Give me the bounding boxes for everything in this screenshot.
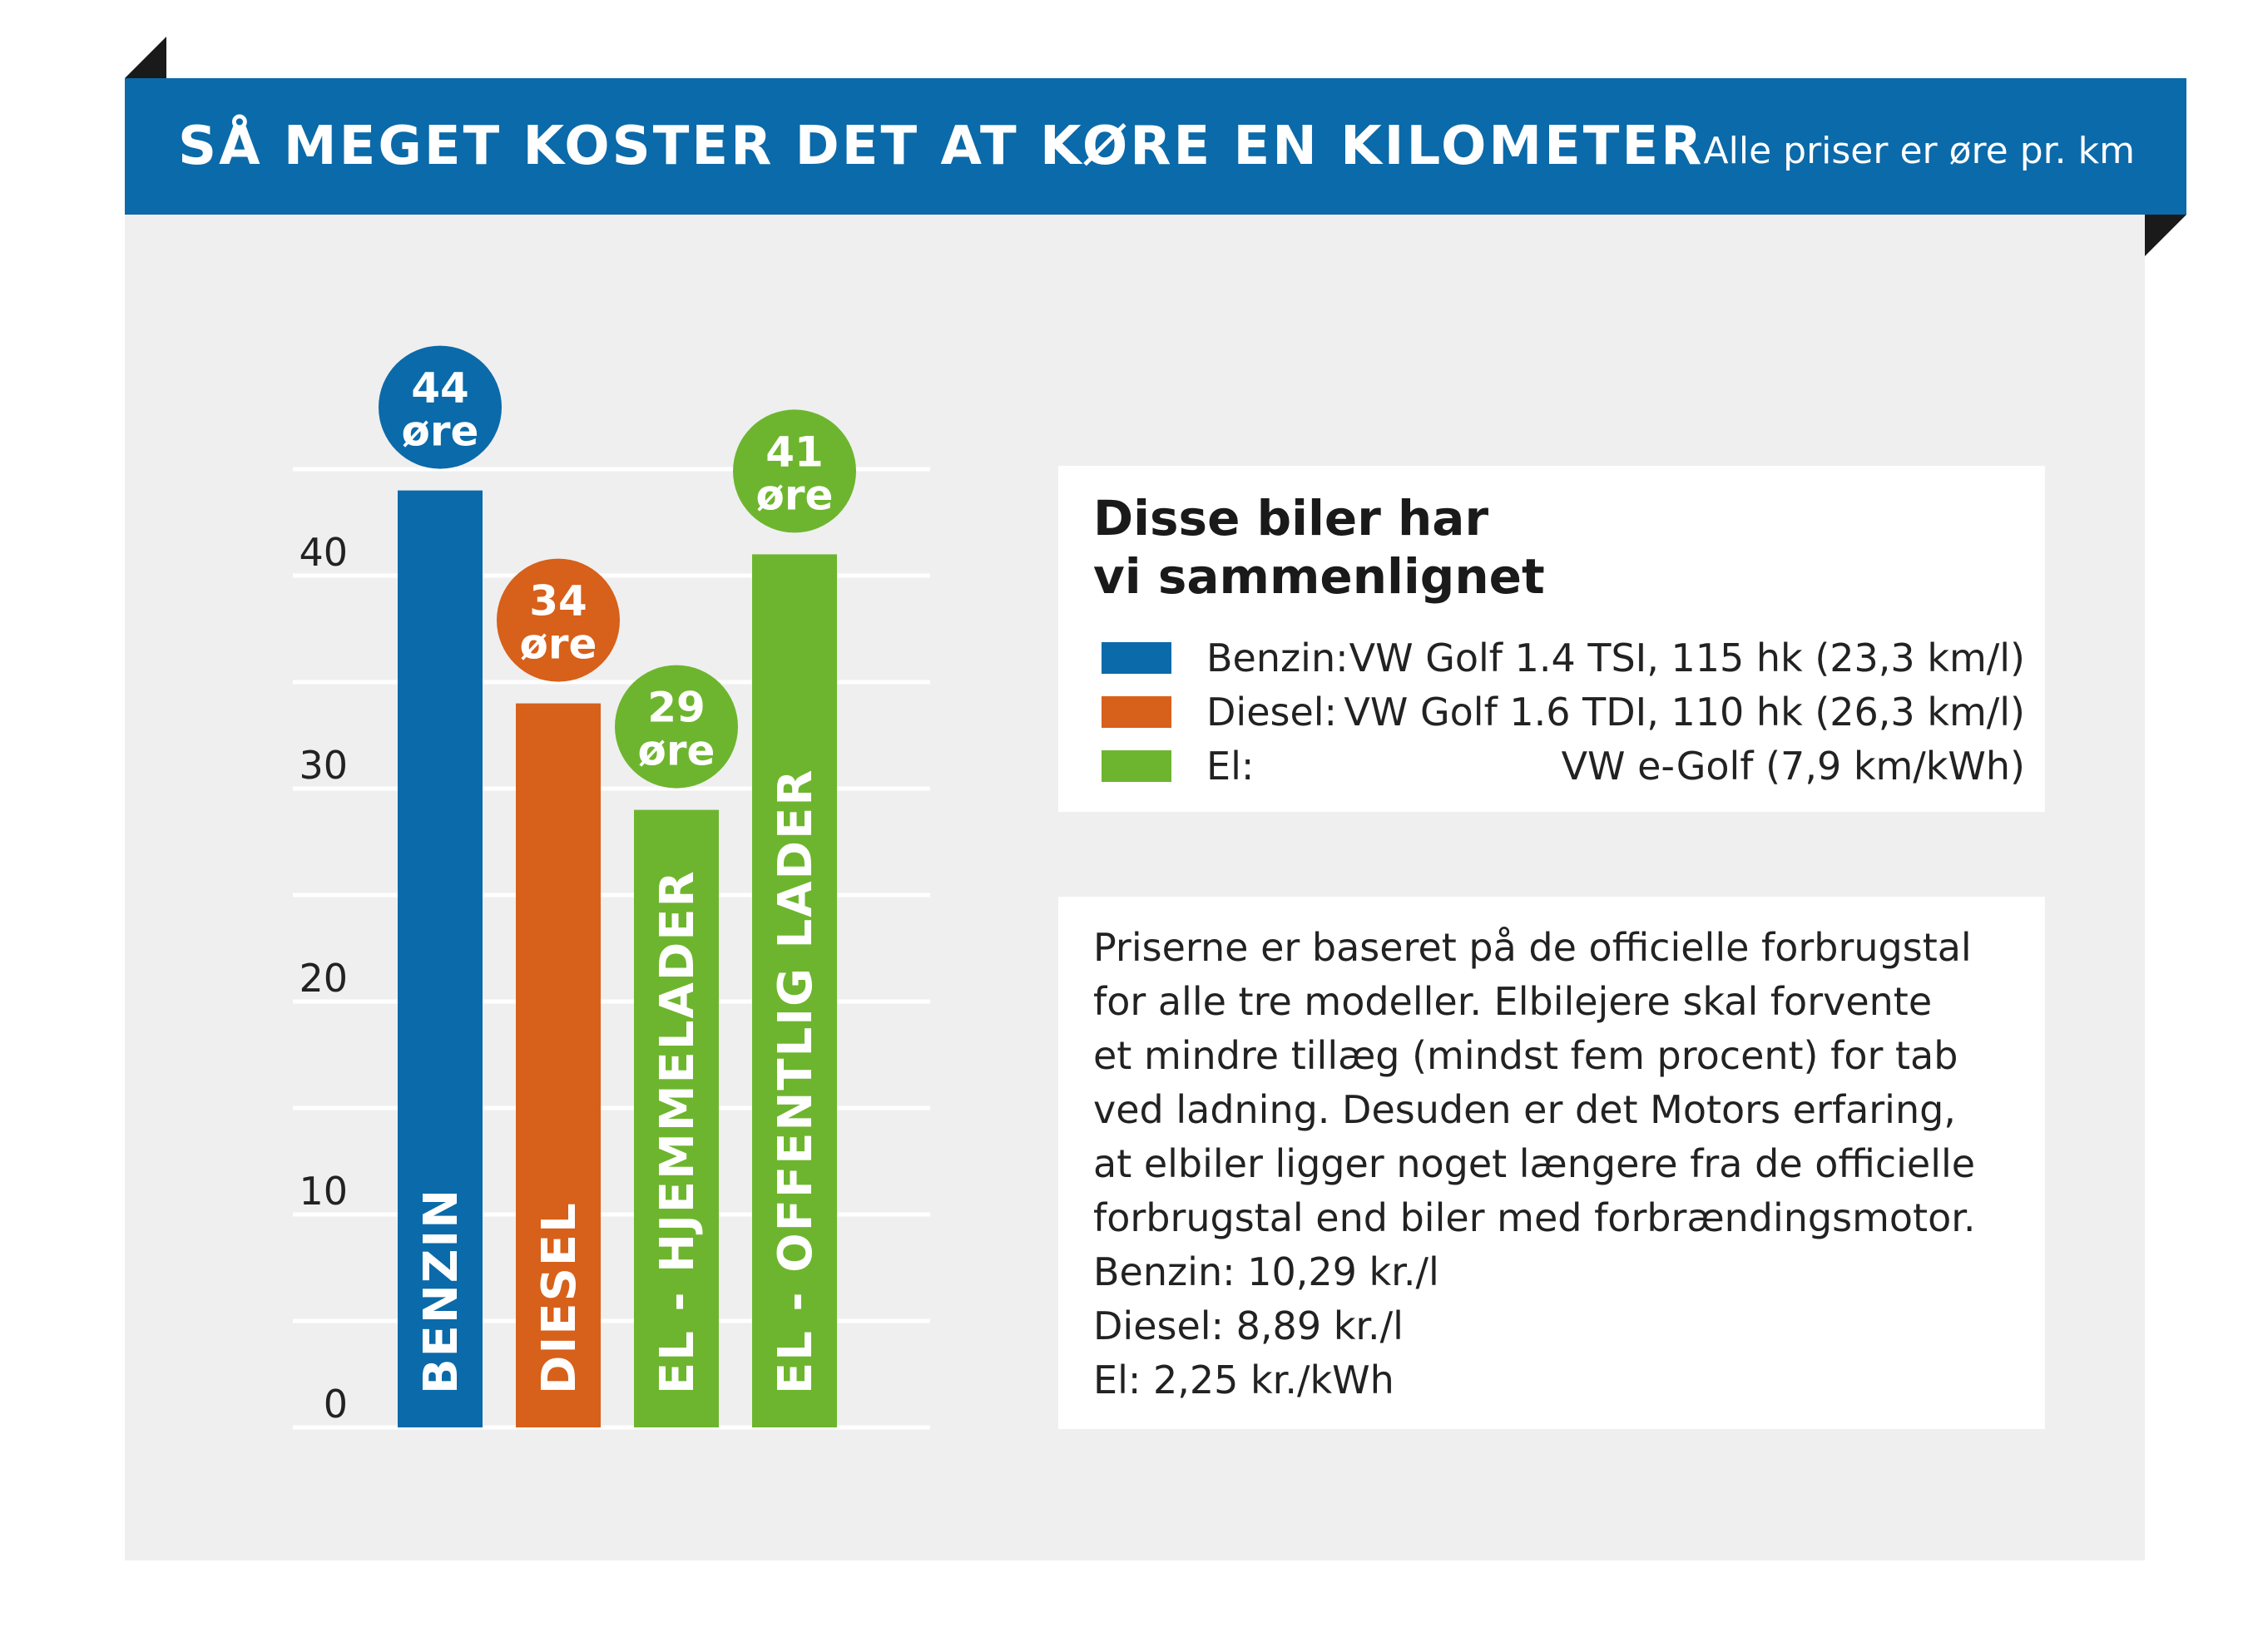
- legend-item-desc: VW Golf 1.6 TDI, 110 hk (26,3 km/l): [1344, 690, 2025, 734]
- bar-category-label: EL - HJEMMELADER: [651, 869, 705, 1394]
- legend-item-benzin: Benzin: VW Golf 1.4 TSI, 115 hk (23,3 km…: [1102, 632, 2025, 684]
- note-line: et mindre tillæg (mindst fem procent) fo…: [1093, 1033, 1958, 1078]
- legend-title: Disse biler har vi sammenlignet: [1093, 490, 1545, 605]
- title-banner: SÅ MEGET KOSTER DET AT KØRE EN KILOMETER…: [125, 78, 2186, 215]
- data-label-unit: øre: [520, 621, 597, 669]
- bar: [752, 554, 837, 1427]
- legend-item-desc: VW e-Golf (7,9 km/kWh): [1561, 744, 2025, 789]
- data-label-value: 34: [529, 577, 587, 626]
- legend-swatch-benzin: [1102, 642, 1171, 674]
- bar: [398, 490, 483, 1427]
- y-tick-label: 10: [299, 1169, 348, 1214]
- legend-item-name: Diesel:: [1206, 690, 1338, 734]
- value-bubble: [497, 558, 620, 682]
- y-tick-label: 40: [299, 530, 348, 575]
- legend-item-name: Benzin:: [1206, 636, 1349, 680]
- y-tick-label: 30: [299, 743, 348, 788]
- data-label-unit: øre: [638, 727, 715, 775]
- note-line: ved ladning. Desuden er det Motors erfar…: [1093, 1087, 1956, 1132]
- data-label-unit: øre: [402, 408, 479, 456]
- data-label-value: 29: [647, 684, 706, 732]
- legend-item-diesel: Diesel: VW Golf 1.6 TDI, 110 hk (26,3 km…: [1102, 686, 2025, 738]
- y-tick-label: 20: [299, 956, 348, 1001]
- note-line: Benzin: 10,29 kr./l: [1093, 1249, 1439, 1294]
- page-title: SÅ MEGET KOSTER DET AT KØRE EN KILOMETER: [178, 116, 1705, 177]
- bar: [634, 809, 719, 1427]
- value-bubble: [615, 665, 738, 789]
- note-line: Priserne er baseret på de officielle for…: [1093, 925, 1972, 970]
- methodology-note: Priserne er baseret på de officielle for…: [1058, 897, 2045, 1429]
- legend-swatch-diesel: [1102, 696, 1171, 728]
- note-line: El: 2,25 kr./kWh: [1093, 1358, 1394, 1402]
- bar-category-label: EL - OFFENTLIG LADER: [769, 769, 823, 1394]
- bar-category-label: DIESEL: [532, 1201, 587, 1394]
- y-tick-label: 0: [324, 1382, 348, 1427]
- note-line: forbrugstal end biler med forbrændingsmo…: [1093, 1195, 1976, 1240]
- legend-swatch-el: [1102, 750, 1171, 782]
- legend-box: Disse biler har vi sammenlignet Benzin: …: [1058, 466, 2045, 812]
- legend-item-desc: VW Golf 1.4 TSI, 115 hk (23,3 km/l): [1349, 636, 2025, 680]
- legend-item-name: El:: [1206, 744, 1255, 789]
- bar: [516, 703, 601, 1427]
- page-subtitle: Alle priser er øre pr. km: [1703, 130, 2135, 172]
- legend-item-el: El: VW e-Golf (7,9 km/kWh): [1102, 740, 2025, 792]
- data-label-value: 41: [765, 428, 824, 476]
- note-line: for alle tre modeller. Elbilejere skal f…: [1093, 979, 1933, 1024]
- note-line: Diesel: 8,89 kr./l: [1093, 1303, 1404, 1348]
- note-line: at elbiler ligger noget længere fra de o…: [1093, 1141, 1976, 1186]
- banner-fold-bottom: [2145, 215, 2186, 256]
- value-bubble: [379, 345, 502, 469]
- data-label-value: 44: [411, 364, 469, 413]
- value-bubble: [733, 409, 856, 533]
- banner-fold-top: [125, 37, 166, 78]
- bar-category-label: BENZIN: [414, 1188, 468, 1394]
- data-label-unit: øre: [756, 471, 834, 519]
